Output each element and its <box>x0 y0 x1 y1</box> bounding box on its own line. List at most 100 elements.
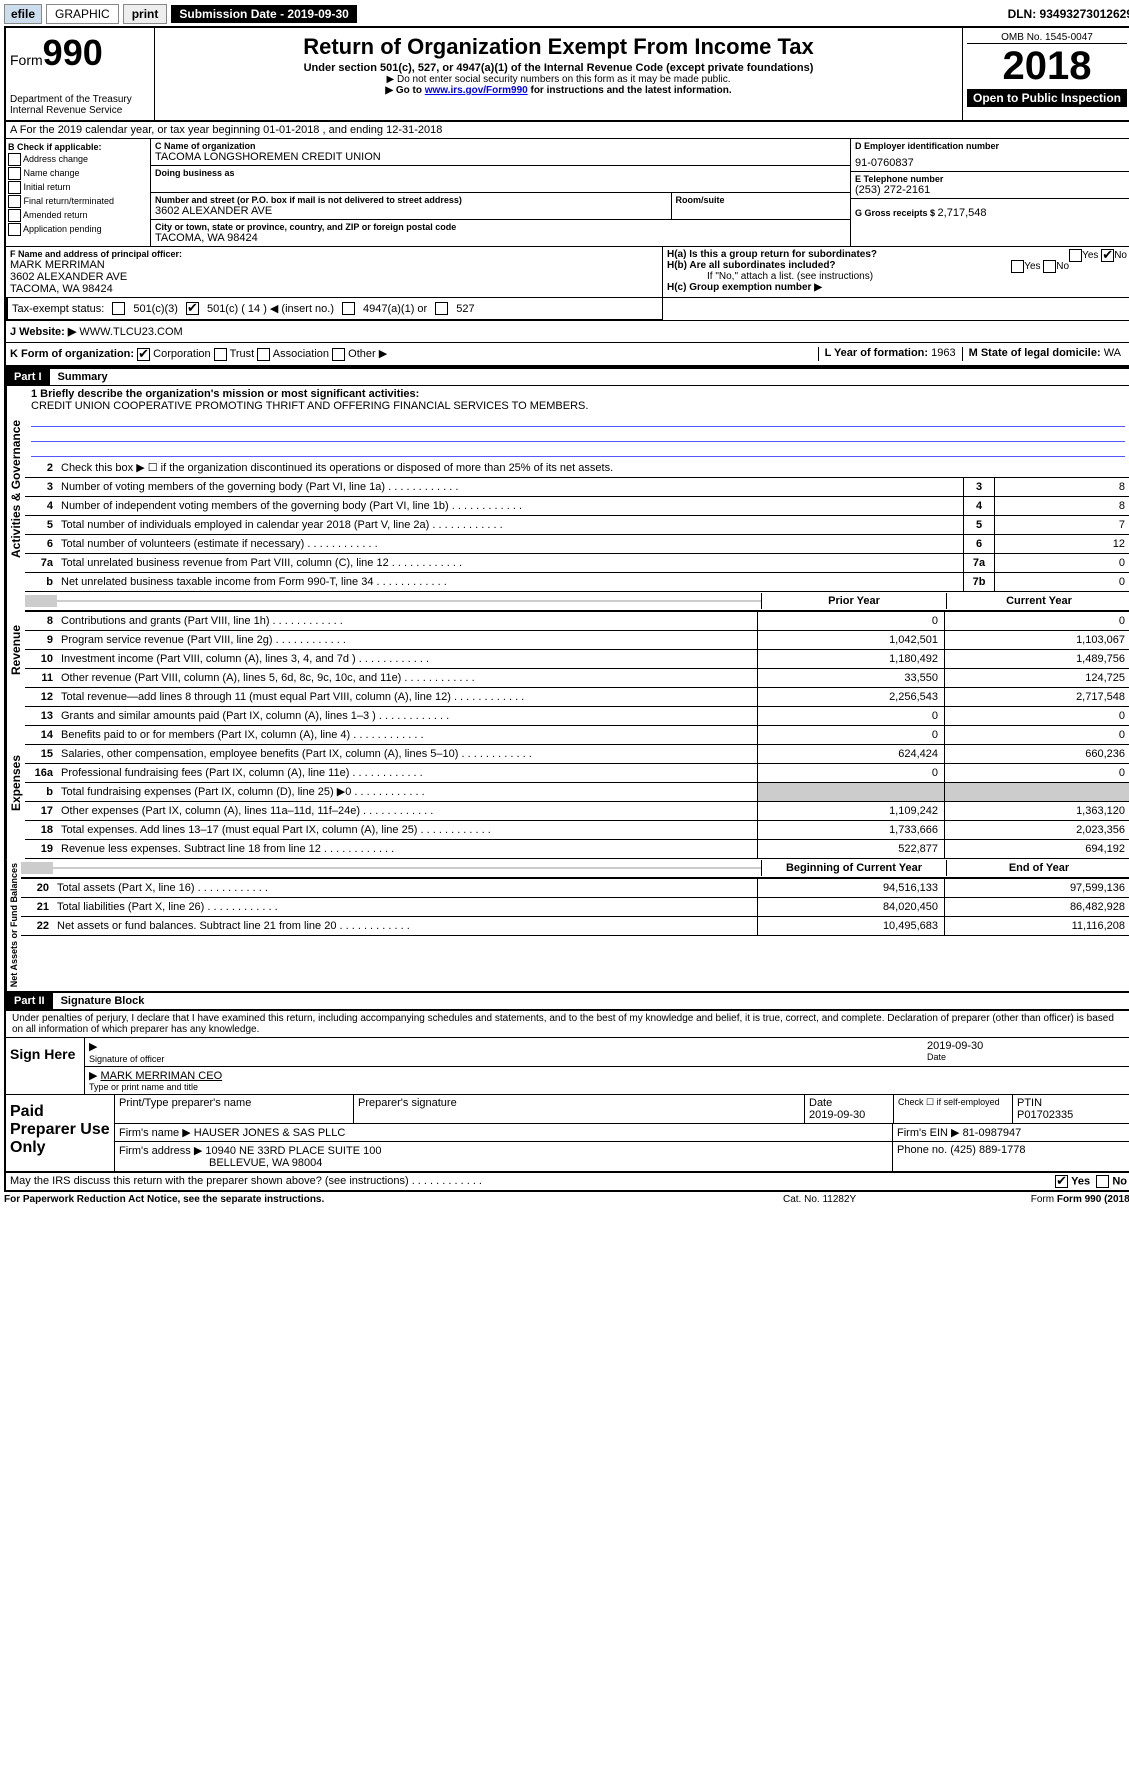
part2-header: Part II <box>6 993 53 1009</box>
hb-label: H(b) Are all subordinates included? <box>667 260 836 271</box>
line-text: Total expenses. Add lines 13–17 (must eq… <box>57 823 757 837</box>
section-b-checks: B Check if applicable: Address change Na… <box>6 139 151 246</box>
officer-addr2: TACOMA, WA 98424 <box>10 283 658 295</box>
irs-link[interactable]: www.irs.gov/Form990 <box>425 85 528 96</box>
prior-value: 10,495,683 <box>757 917 944 935</box>
org-name-label: C Name of organization <box>155 141 846 151</box>
firm-ein: 81-0987947 <box>963 1127 1022 1139</box>
current-value: 86,482,928 <box>944 898 1129 916</box>
line-text: Other expenses (Part IX, column (A), lin… <box>57 804 757 818</box>
line-value: 8 <box>994 478 1129 496</box>
discuss-yes-checkbox[interactable] <box>1055 1175 1068 1188</box>
hb-yes-checkbox[interactable] <box>1011 260 1024 273</box>
date-label: Date <box>927 1052 1127 1062</box>
line-text: Other revenue (Part VIII, column (A), li… <box>57 671 757 685</box>
line-text: Grants and similar amounts paid (Part IX… <box>57 709 757 723</box>
527-checkbox[interactable] <box>435 302 448 315</box>
prior-value: 94,516,133 <box>757 879 944 897</box>
line-text: Total liabilities (Part X, line 26) <box>53 900 757 914</box>
hb-no-checkbox[interactable] <box>1043 260 1056 273</box>
mission-text: CREDIT UNION COOPERATIVE PROMOTING THRIF… <box>31 400 1125 412</box>
room-label: Room/suite <box>676 195 847 205</box>
line-text: Total fundraising expenses (Part IX, col… <box>57 784 757 799</box>
form-note-1: ▶ Do not enter social security numbers o… <box>159 74 958 85</box>
name-change-checkbox[interactable] <box>8 167 21 180</box>
line-text: Revenue less expenses. Subtract line 18 … <box>57 842 757 856</box>
line-text: Benefits paid to or for members (Part IX… <box>57 728 757 742</box>
address-change-checkbox[interactable] <box>8 153 21 166</box>
prep-sig-label: Preparer's signature <box>358 1097 800 1109</box>
officer-typed-name: MARK MERRIMAN CEO <box>101 1070 223 1082</box>
prep-date-label: Date <box>809 1097 889 1109</box>
application-pending-checkbox[interactable] <box>8 223 21 236</box>
gross-receipts-value: 2,717,548 <box>938 207 987 219</box>
corp-checkbox[interactable] <box>137 348 150 361</box>
prior-value: 84,020,450 <box>757 898 944 916</box>
form-header: Form990 Department of the Treasury Inter… <box>4 26 1129 122</box>
open-inspection-badge: Open to Public Inspection <box>967 89 1127 107</box>
line-value: 0 <box>994 573 1129 591</box>
ptin-label: PTIN <box>1017 1097 1127 1109</box>
prior-value: 1,042,501 <box>757 631 944 649</box>
ein-label: D Employer identification number <box>855 141 1127 151</box>
self-employed-check[interactable]: Check ☐ if self-employed <box>894 1095 1013 1123</box>
501c3-checkbox[interactable] <box>112 302 125 315</box>
assoc-checkbox[interactable] <box>257 348 270 361</box>
discuss-no-checkbox[interactable] <box>1096 1175 1109 1188</box>
website-value: WWW.TLCU23.COM <box>79 326 182 338</box>
prior-year-header: Prior Year <box>761 593 946 609</box>
firm-name: HAUSER JONES & SAS PLLC <box>194 1127 346 1139</box>
current-value: 0 <box>944 764 1129 782</box>
sig-officer-label: Signature of officer <box>89 1054 927 1064</box>
501c-checkbox[interactable] <box>186 302 199 315</box>
other-checkbox[interactable] <box>332 348 345 361</box>
vlabel-netassets: Net Assets or Fund Balances <box>6 859 21 991</box>
firm-addr1: 10940 NE 33RD PLACE SUITE 100 <box>205 1145 381 1157</box>
current-value: 0 <box>944 612 1129 630</box>
current-value: 660,236 <box>944 745 1129 763</box>
firm-phone: (425) 889-1778 <box>950 1144 1025 1156</box>
sig-date: 2019-09-30 <box>927 1040 1127 1052</box>
current-value: 11,116,208 <box>944 917 1129 935</box>
officer-addr1: 3602 ALEXANDER AVE <box>10 271 658 283</box>
ptin-value: P01702335 <box>1017 1109 1127 1121</box>
line-text: Total number of individuals employed in … <box>57 518 963 532</box>
top-toolbar: efile GRAPHIC print Submission Date - 20… <box>4 4 1129 24</box>
tax-year: 2018 <box>967 44 1127 89</box>
prior-value: 522,877 <box>757 840 944 858</box>
final-return-checkbox[interactable] <box>8 195 21 208</box>
prior-value: 1,733,666 <box>757 821 944 839</box>
form-note-2: ▶ Go to www.irs.gov/Form990 for instruct… <box>159 85 958 96</box>
graphic-button[interactable]: GRAPHIC <box>46 4 119 24</box>
print-button[interactable]: print <box>123 4 168 24</box>
ha-no-checkbox[interactable] <box>1101 249 1114 262</box>
line-text: Professional fundraising fees (Part IX, … <box>57 766 757 780</box>
line-text: Total revenue—add lines 8 through 11 (mu… <box>57 690 757 704</box>
dba-label: Doing business as <box>155 168 846 178</box>
year-formation: 1963 <box>931 347 955 359</box>
part1-title: Summary <box>50 369 116 385</box>
prior-value: 0 <box>757 612 944 630</box>
prior-value: 1,180,492 <box>757 650 944 668</box>
addr-label: Number and street (or P.O. box if mail i… <box>155 195 667 205</box>
mission-label: 1 Briefly describe the organization's mi… <box>31 388 419 400</box>
omb-number: OMB No. 1545-0047 <box>967 32 1127 44</box>
ha-yes-checkbox[interactable] <box>1069 249 1082 262</box>
amended-return-checkbox[interactable] <box>8 209 21 222</box>
part2-title: Signature Block <box>53 993 153 1009</box>
end-year-header: End of Year <box>946 860 1129 876</box>
prep-date: 2019-09-30 <box>809 1109 889 1121</box>
prior-value: 0 <box>757 764 944 782</box>
section-a-line: A For the 2019 calendar year, or tax yea… <box>4 122 1129 139</box>
firm-addr-label: Firm's address ▶ <box>119 1145 202 1157</box>
initial-return-checkbox[interactable] <box>8 181 21 194</box>
line-text: Investment income (Part VIII, column (A)… <box>57 652 757 666</box>
gross-receipts-label: G Gross receipts $ <box>855 208 938 218</box>
line-text: Number of voting members of the governin… <box>57 480 963 494</box>
4947-checkbox[interactable] <box>342 302 355 315</box>
efile-button[interactable]: efile <box>4 4 42 24</box>
paid-preparer-label: Paid Preparer Use Only <box>6 1095 115 1171</box>
trust-checkbox[interactable] <box>214 348 227 361</box>
state-domicile: WA <box>1104 347 1121 359</box>
phone-label: E Telephone number <box>855 174 1127 184</box>
